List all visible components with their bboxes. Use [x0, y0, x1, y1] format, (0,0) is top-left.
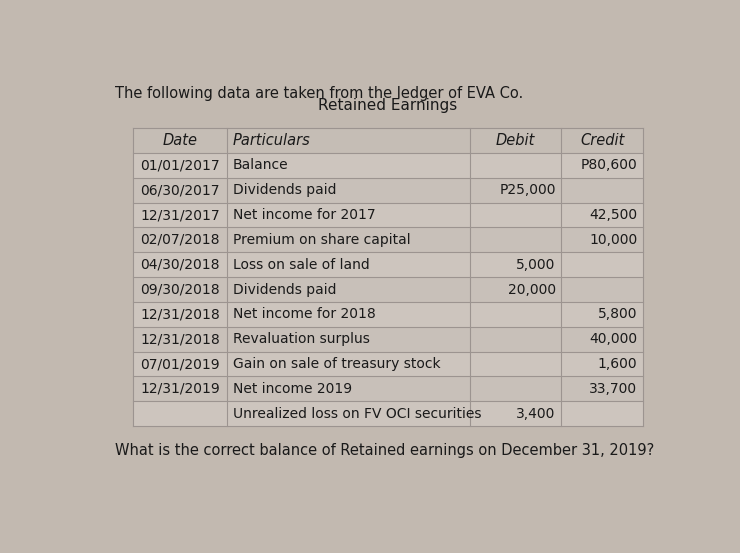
Text: 20,000: 20,000 [508, 283, 556, 296]
Bar [132, 401, 643, 426]
Bar [132, 277, 643, 302]
Text: The following data are taken from the ledger of EVA Co.: The following data are taken from the le… [115, 86, 524, 101]
Text: Net income for 2017: Net income for 2017 [233, 208, 375, 222]
Bar [132, 252, 643, 277]
Bar [132, 327, 643, 352]
Text: Debit: Debit [496, 133, 535, 148]
Text: Retained Earnings: Retained Earnings [318, 98, 457, 113]
Text: Net income for 2018: Net income for 2018 [233, 307, 376, 321]
Text: Premium on share capital: Premium on share capital [233, 233, 411, 247]
Text: Particulars: Particulars [233, 133, 311, 148]
Text: Credit: Credit [580, 133, 625, 148]
Bar [132, 178, 643, 202]
Text: P25,000: P25,000 [500, 183, 556, 197]
Text: 40,000: 40,000 [589, 332, 637, 346]
Text: What is the correct balance of Retained earnings on December 31, 2019?: What is the correct balance of Retained … [115, 443, 655, 458]
Text: Gain on sale of treasury stock: Gain on sale of treasury stock [233, 357, 440, 371]
Text: 12/31/2017: 12/31/2017 [140, 208, 220, 222]
Text: 09/30/2018: 09/30/2018 [140, 283, 220, 296]
Text: 3,400: 3,400 [517, 407, 556, 421]
Bar [132, 153, 643, 178]
Text: 33,700: 33,700 [589, 382, 637, 396]
Text: 1,600: 1,600 [598, 357, 637, 371]
Text: P80,600: P80,600 [581, 158, 637, 173]
Text: Loss on sale of land: Loss on sale of land [233, 258, 369, 272]
Text: Net income 2019: Net income 2019 [233, 382, 352, 396]
Text: 01/01/2017: 01/01/2017 [140, 158, 220, 173]
Text: 42,500: 42,500 [589, 208, 637, 222]
Text: Dividends paid: Dividends paid [233, 283, 336, 296]
Text: 02/07/2018: 02/07/2018 [140, 233, 220, 247]
Text: Dividends paid: Dividends paid [233, 183, 336, 197]
Text: 5,000: 5,000 [517, 258, 556, 272]
Text: 12/31/2018: 12/31/2018 [140, 307, 220, 321]
Text: 12/31/2018: 12/31/2018 [140, 332, 220, 346]
Text: Unrealized loss on FV OCI securities: Unrealized loss on FV OCI securities [233, 407, 481, 421]
Bar [132, 128, 643, 153]
Text: 12/31/2019: 12/31/2019 [140, 382, 220, 396]
Text: 04/30/2018: 04/30/2018 [140, 258, 220, 272]
Text: 07/01/2019: 07/01/2019 [140, 357, 220, 371]
Text: Balance: Balance [233, 158, 289, 173]
Text: Date: Date [162, 133, 198, 148]
Bar [132, 377, 643, 401]
Bar [132, 302, 643, 327]
Bar [132, 352, 643, 377]
Text: 06/30/2017: 06/30/2017 [140, 183, 220, 197]
Bar [132, 227, 643, 252]
Text: Revaluation surplus: Revaluation surplus [233, 332, 370, 346]
Text: 10,000: 10,000 [589, 233, 637, 247]
Text: 5,800: 5,800 [598, 307, 637, 321]
Bar [132, 202, 643, 227]
